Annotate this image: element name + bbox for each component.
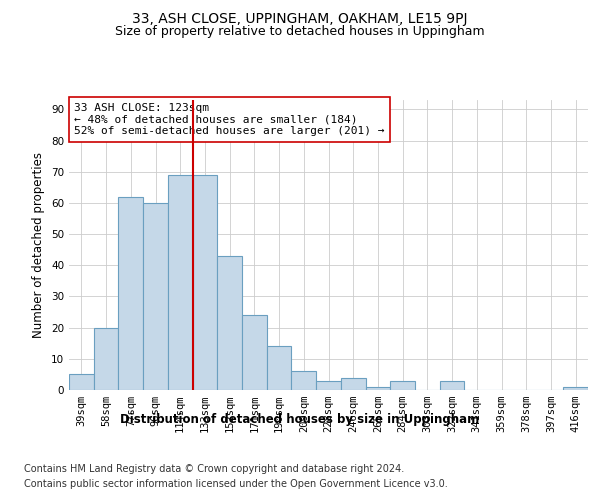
Bar [440,380,464,390]
Bar [69,374,94,390]
Bar [365,387,390,390]
Text: Contains HM Land Registry data © Crown copyright and database right 2024.: Contains HM Land Registry data © Crown c… [24,464,404,474]
Bar [316,380,341,390]
Bar [292,372,316,390]
Bar [242,315,267,390]
Bar [118,196,143,390]
Bar [390,380,415,390]
Bar [193,175,217,390]
Bar [341,378,365,390]
Bar [217,256,242,390]
Text: 33 ASH CLOSE: 123sqm
← 48% of detached houses are smaller (184)
52% of semi-deta: 33 ASH CLOSE: 123sqm ← 48% of detached h… [74,103,385,136]
Text: 33, ASH CLOSE, UPPINGHAM, OAKHAM, LE15 9PJ: 33, ASH CLOSE, UPPINGHAM, OAKHAM, LE15 9… [132,12,468,26]
Text: Size of property relative to detached houses in Uppingham: Size of property relative to detached ho… [115,25,485,38]
Bar [168,175,193,390]
Text: Distribution of detached houses by size in Uppingham: Distribution of detached houses by size … [121,412,479,426]
Text: Contains public sector information licensed under the Open Government Licence v3: Contains public sector information licen… [24,479,448,489]
Bar [563,387,588,390]
Y-axis label: Number of detached properties: Number of detached properties [32,152,46,338]
Bar [143,203,168,390]
Bar [94,328,118,390]
Bar [267,346,292,390]
